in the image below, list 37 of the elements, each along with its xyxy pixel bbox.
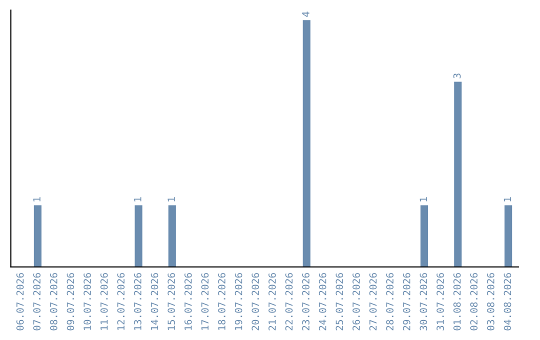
x-tick-label: 20.07.2026 [252, 273, 260, 330]
x-tick-label: 01.08.2026 [453, 273, 461, 330]
x-tick-label: 19.07.2026 [234, 273, 242, 330]
x-tick-label: 04.08.2026 [504, 273, 512, 330]
data-label: 1 [168, 197, 175, 202]
x-tick-label: 29.07.2026 [402, 273, 410, 330]
data-label: 4 [302, 12, 310, 17]
data-label: 1 [504, 197, 511, 202]
x-tick-label: 31.07.2026 [436, 273, 444, 330]
x-tick-label: 23.07.2026 [302, 273, 310, 330]
x-tick-label: 16.07.2026 [184, 273, 192, 330]
x-tick-label: 27.07.2026 [369, 273, 377, 330]
x-tick-label: 09.07.2026 [66, 273, 74, 330]
x-tick-label: 18.07.2026 [218, 273, 226, 330]
data-label: 1 [33, 197, 40, 202]
x-tick-label: 03.08.2026 [487, 273, 494, 330]
x-tick-label: 22.07.2026 [285, 273, 293, 330]
x-tick-label: 11.07.2026 [100, 273, 108, 330]
x-tick-label: 14.07.2026 [150, 273, 158, 330]
x-tick-label: 21.07.2026 [268, 273, 276, 330]
x-tick-label: 06.07.2026 [16, 273, 24, 330]
x-tick-label: 28.07.2026 [386, 273, 394, 330]
data-label: 1 [134, 197, 142, 202]
data-label: 1 [420, 197, 427, 202]
x-tick-label: 15.07.2026 [168, 273, 176, 330]
data-label: 3 [453, 74, 461, 78]
x-tick-label: 07.07.2026 [33, 273, 41, 330]
x-tick-label: 25.07.2026 [336, 273, 344, 330]
x-tick-label: 13.07.2026 [134, 273, 142, 330]
x-tick-label: 08.07.2026 [50, 273, 58, 330]
x-tick-label: 26.07.2026 [352, 273, 360, 330]
x-tick-label: 02.08.2026 [470, 273, 478, 330]
x-tick-label: 30.07.2026 [420, 273, 428, 330]
x-tick-label: 12.07.2026 [117, 273, 125, 330]
x-tick-label: 24.07.2026 [318, 273, 326, 330]
x-tick-label: 10.07.2026 [84, 273, 91, 330]
x-tick-label: 17.07.2026 [201, 273, 209, 330]
